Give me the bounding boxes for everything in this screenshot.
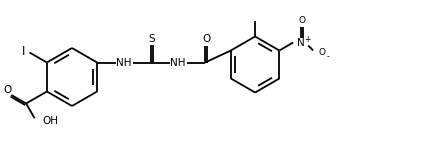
Text: I: I bbox=[22, 45, 25, 58]
Text: O: O bbox=[319, 48, 326, 57]
Text: -: - bbox=[327, 52, 330, 61]
Text: O: O bbox=[299, 16, 306, 25]
Text: +: + bbox=[304, 35, 311, 44]
Text: NH: NH bbox=[116, 58, 132, 67]
Text: OH: OH bbox=[43, 116, 59, 126]
Text: NH: NH bbox=[170, 58, 186, 67]
Text: S: S bbox=[149, 33, 156, 43]
Text: O: O bbox=[3, 85, 12, 95]
Text: N: N bbox=[297, 37, 305, 48]
Text: O: O bbox=[202, 34, 210, 45]
